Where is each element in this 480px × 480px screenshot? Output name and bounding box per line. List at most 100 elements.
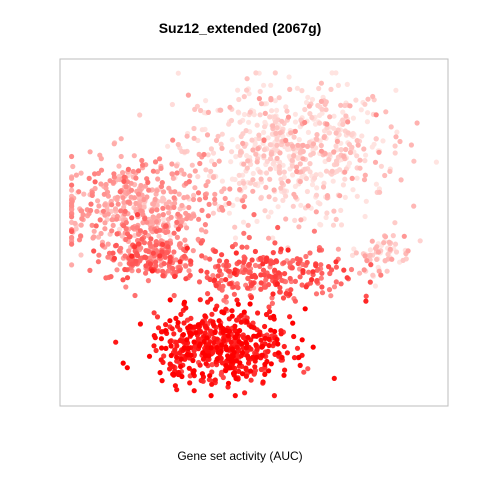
data-point (350, 115, 356, 121)
data-point (143, 270, 149, 276)
data-point (243, 128, 249, 134)
data-point (265, 348, 271, 354)
data-point (92, 179, 98, 185)
data-point (329, 70, 335, 76)
data-point (397, 138, 403, 145)
data-point (255, 310, 261, 316)
data-point (171, 371, 177, 377)
data-point (180, 332, 186, 338)
data-point (300, 156, 306, 162)
data-point (212, 196, 218, 202)
data-point (152, 159, 159, 165)
data-point (292, 298, 298, 304)
data-point (302, 119, 308, 126)
data-point (130, 168, 136, 175)
data-point (298, 169, 304, 175)
data-point (291, 134, 297, 140)
data-point (319, 290, 326, 296)
data-point (261, 129, 267, 135)
data-point (225, 268, 232, 274)
data-point (224, 347, 230, 353)
data-point (120, 223, 127, 229)
data-point (175, 226, 181, 232)
data-point (215, 273, 221, 279)
data-point (392, 143, 398, 149)
data-point (319, 106, 325, 112)
data-point (195, 137, 201, 144)
data-point (195, 322, 201, 328)
data-point (317, 171, 323, 177)
data-point (292, 217, 298, 223)
data-point (137, 203, 143, 209)
data-point (313, 262, 319, 269)
data-point (219, 360, 225, 366)
data-point (185, 325, 191, 331)
data-point (280, 133, 286, 139)
data-point (321, 180, 327, 186)
data-point (266, 304, 272, 310)
data-point (362, 101, 368, 107)
data-point (255, 146, 261, 152)
data-point (317, 120, 323, 126)
data-point (159, 180, 165, 186)
data-point (178, 363, 184, 370)
data-point (324, 125, 330, 131)
data-point (292, 111, 298, 117)
data-point (151, 343, 157, 349)
data-point (353, 250, 359, 256)
data-point (299, 337, 305, 343)
data-point (373, 112, 379, 118)
data-point (160, 268, 166, 274)
data-point (146, 187, 152, 193)
data-point (169, 326, 175, 332)
data-point (234, 196, 240, 202)
data-point (188, 331, 194, 337)
data-point (314, 267, 320, 273)
data-point (304, 188, 310, 195)
data-point (268, 327, 274, 333)
data-point (280, 197, 286, 203)
data-point (131, 195, 138, 201)
data-point (236, 96, 242, 103)
data-point (116, 226, 123, 232)
data-point (344, 275, 350, 281)
data-point (126, 234, 132, 240)
data-point (291, 153, 297, 159)
data-point (262, 119, 268, 125)
data-point (278, 185, 284, 191)
data-point (224, 258, 230, 264)
data-point (202, 222, 208, 228)
data-point (78, 170, 84, 176)
data-point (317, 112, 323, 118)
data-point (204, 335, 210, 341)
data-point (377, 189, 383, 195)
data-point (239, 244, 245, 250)
data-point (198, 107, 204, 114)
data-point (258, 101, 265, 107)
data-point (302, 106, 308, 113)
data-point (229, 346, 235, 352)
data-point (215, 263, 221, 269)
data-point (386, 239, 392, 245)
data-point (262, 361, 268, 367)
data-point (226, 210, 232, 216)
data-point (133, 258, 139, 264)
data-point (347, 103, 353, 109)
data-point (287, 86, 293, 92)
data-point (107, 178, 113, 184)
data-point (329, 267, 335, 273)
data-point (267, 142, 273, 148)
data-point (392, 241, 399, 247)
data-point (165, 268, 172, 274)
data-point (214, 344, 220, 351)
data-point (219, 145, 225, 151)
data-point (73, 226, 79, 232)
data-point (300, 148, 306, 155)
data-point (160, 189, 167, 195)
data-point (270, 123, 276, 129)
data-point (324, 193, 331, 199)
data-point (163, 345, 169, 351)
data-point (169, 161, 175, 167)
data-point (102, 220, 108, 226)
data-point (213, 137, 220, 144)
